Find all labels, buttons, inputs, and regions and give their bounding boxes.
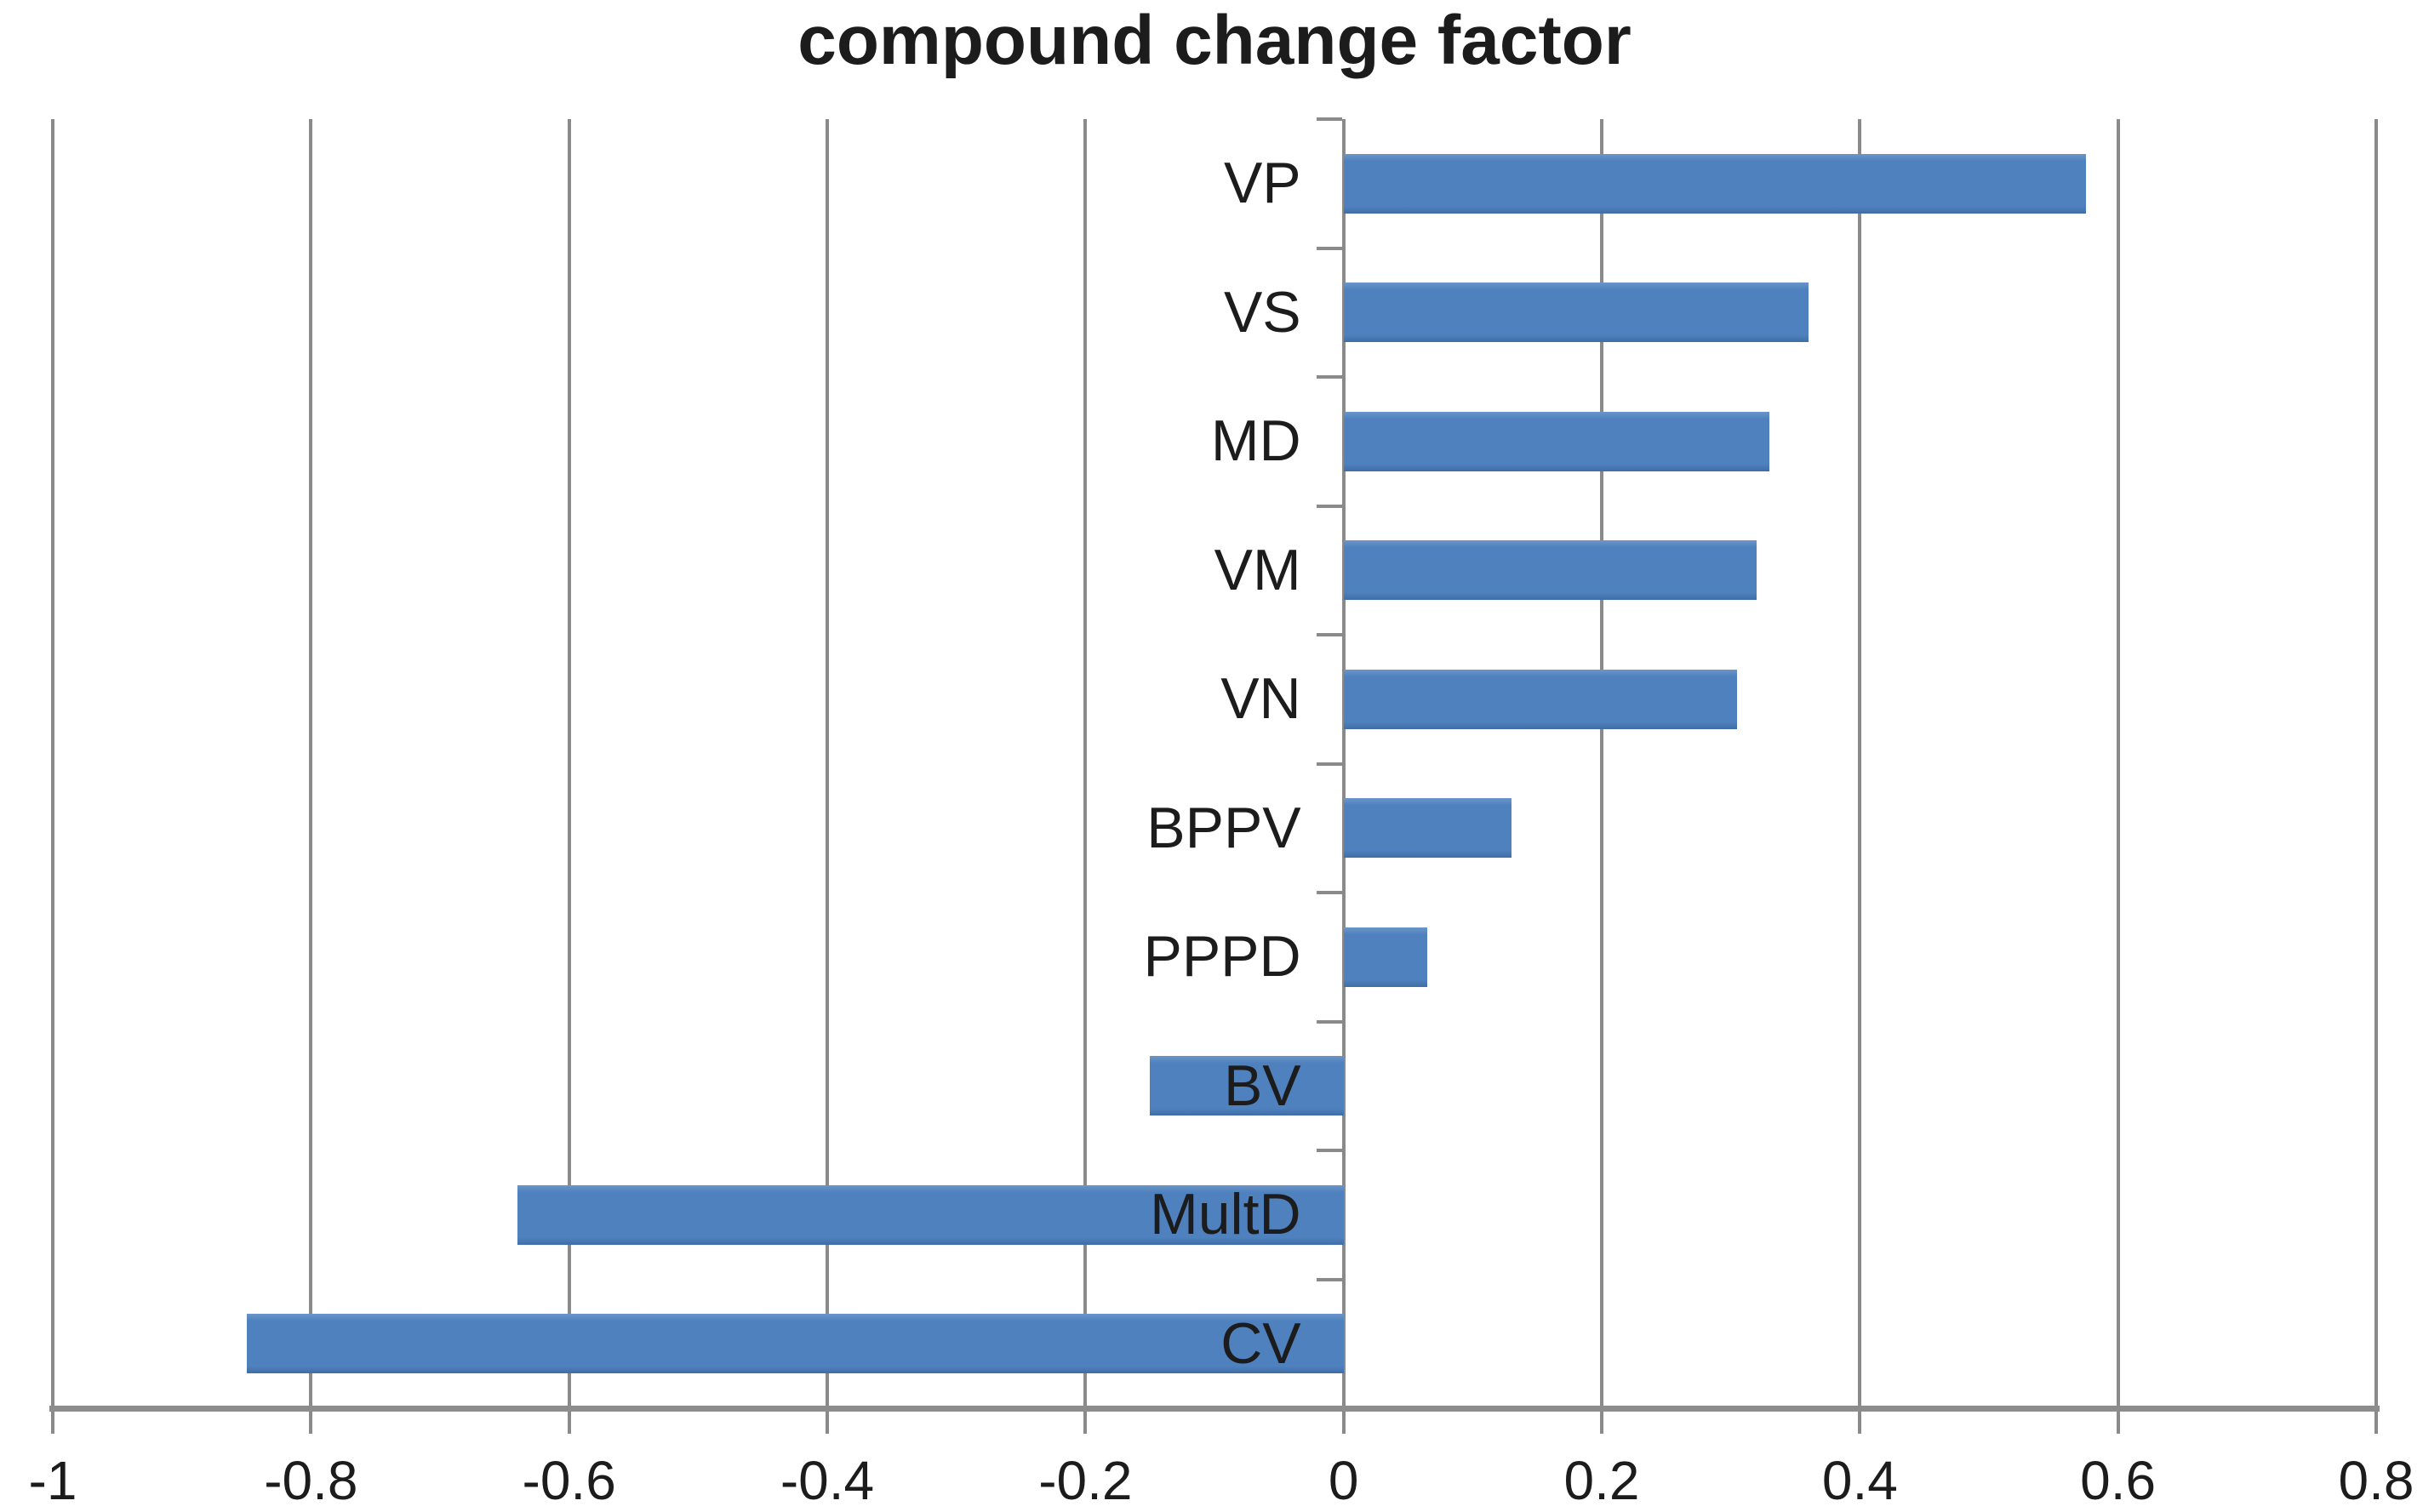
x-axis-tick: [1083, 1412, 1088, 1434]
bar-vp: [1343, 153, 2086, 214]
x-tick-label: 0.8: [2338, 1450, 2414, 1511]
x-tick-label: 0: [1328, 1450, 1359, 1511]
plot-area: VP VS MD VM VN BPPV PPPD BV MultD CV -1 -0.8 -0.6 -0.…: [29, 117, 2414, 1511]
x-axis-tick: [1600, 1412, 1603, 1434]
gridline: [309, 119, 313, 1408]
x-axis-tick: [826, 1412, 829, 1434]
category-label: VS: [1223, 279, 1301, 345]
gridline: [51, 119, 54, 1408]
category-axis-tick: [1316, 504, 1342, 508]
category-axis-tick: [1316, 633, 1342, 636]
x-tick-label: -0.8: [264, 1450, 358, 1511]
x-axis-tick: [1341, 1412, 1346, 1434]
category-label: MD: [1210, 408, 1301, 473]
gridline: [2116, 119, 2120, 1408]
category-label: MultD: [1150, 1182, 1301, 1247]
category-axis-tick: [1316, 246, 1342, 250]
category-label: CV: [1220, 1310, 1301, 1376]
gridline: [567, 119, 571, 1408]
x-axis-tick: [309, 1412, 313, 1434]
bar-vn: [1343, 669, 1738, 729]
category-label: VP: [1223, 151, 1301, 215]
x-tick-label: 0.6: [2080, 1450, 2157, 1511]
category-axis-tick: [1316, 117, 1342, 121]
x-axis-tick: [2374, 1412, 2378, 1434]
chart-title: compound change factor: [797, 2, 1632, 79]
x-tick-label: 0.2: [1563, 1450, 1640, 1511]
x-axis-tick: [2116, 1412, 2120, 1434]
gridline: [826, 119, 829, 1408]
bar-vs: [1343, 282, 1809, 343]
category-axis-tick: [1316, 891, 1342, 894]
x-tick-label: -1: [28, 1450, 77, 1511]
gridline: [1858, 119, 1862, 1408]
bar-cv: [246, 1314, 1344, 1374]
x-axis-tick: [1858, 1412, 1862, 1434]
bar-bppv: [1343, 798, 1512, 859]
x-tick-label: 0.4: [1821, 1450, 1898, 1511]
category-axis-tick: [1316, 1277, 1342, 1281]
gridline: [1083, 119, 1088, 1408]
x-axis-tick: [567, 1412, 571, 1434]
x-axis-tick: [51, 1412, 54, 1434]
bar-pppd: [1343, 927, 1428, 987]
bar-bv: [1150, 1056, 1344, 1116]
category-axis-tick: [1316, 1149, 1342, 1152]
category-label: BV: [1223, 1053, 1301, 1118]
x-tick-label: -0.4: [780, 1450, 875, 1511]
bar-vm: [1343, 540, 1757, 601]
zero-axis-gridline: [1341, 119, 1346, 1408]
x-tick-label: -0.2: [1038, 1450, 1133, 1511]
category-label: VM: [1214, 537, 1301, 602]
x-axis-line: [49, 1406, 2380, 1412]
category-axis-tick: [1316, 762, 1342, 766]
gridline: [2374, 119, 2378, 1408]
category-label: BPPV: [1146, 795, 1301, 860]
category-label: PPPD: [1143, 924, 1301, 989]
x-tick-label: -0.6: [522, 1450, 616, 1511]
category-axis-tick: [1316, 375, 1342, 379]
category-label: VN: [1220, 666, 1301, 731]
gridline: [1600, 119, 1603, 1408]
bar-multd: [517, 1184, 1344, 1245]
category-axis-tick: [1316, 1019, 1342, 1024]
bar-md: [1343, 411, 1770, 471]
